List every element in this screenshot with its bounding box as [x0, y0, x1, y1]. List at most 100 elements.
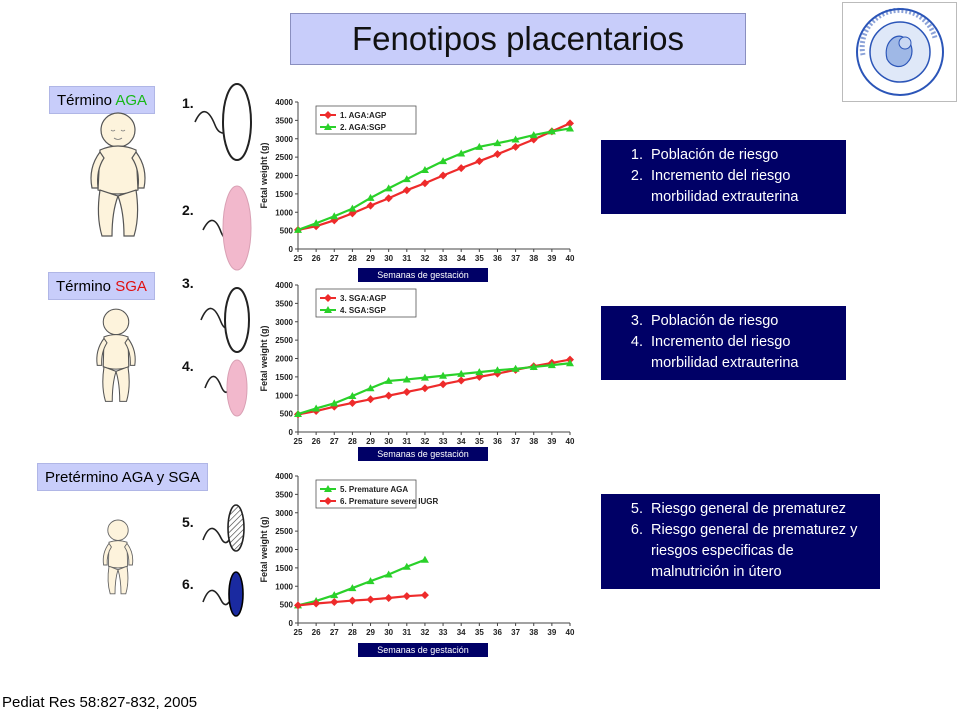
- legend-label: 6. Premature severe IUGR: [340, 497, 438, 506]
- y-tick-label: 2500: [275, 153, 293, 162]
- label-prefix: Término: [57, 92, 116, 109]
- x-tick-label: 33: [439, 628, 448, 637]
- y-tick-label: 4000: [275, 98, 293, 107]
- data-point: [312, 404, 321, 412]
- legend-label: 2. AGA:SGP: [340, 123, 387, 132]
- data-point: [366, 193, 375, 201]
- y-tick-label: 3500: [275, 490, 293, 499]
- y-tick-label: 2000: [275, 546, 293, 555]
- x-axis-label-2: Semanas de gestación: [358, 447, 488, 461]
- data-point: [348, 596, 357, 605]
- data-point: [384, 376, 393, 384]
- y-axis-label: Fetal weight (g): [259, 517, 269, 583]
- data-point: [420, 179, 429, 188]
- y-tick-label: 1500: [275, 190, 293, 199]
- legend-label: 5. Premature AGA: [340, 485, 408, 494]
- x-tick-label: 25: [294, 437, 303, 446]
- seal-icon: [856, 7, 944, 96]
- x-tick-label: 37: [511, 254, 520, 263]
- data-point: [294, 409, 302, 417]
- legend-marker: [324, 485, 332, 492]
- data-point: [384, 570, 393, 578]
- data-point: [348, 584, 357, 592]
- placenta-normal-3: [224, 287, 250, 353]
- data-point: [348, 391, 357, 399]
- y-axis-label: Fetal weight (g): [259, 143, 269, 209]
- y-tick-label: 2000: [275, 172, 293, 181]
- baby-illustration-term-aga: [90, 112, 146, 237]
- series-line-1: [297, 122, 571, 231]
- citation: Pediat Res 58:827-832, 2005: [2, 694, 198, 711]
- data-point: [366, 384, 375, 392]
- x-tick-label: 29: [366, 437, 375, 446]
- baby-illustration-term-sga: [96, 308, 136, 402]
- data-point: [348, 204, 357, 212]
- legend-box: [315, 479, 417, 509]
- legend-marker: [324, 123, 332, 130]
- x-tick-label: 25: [294, 628, 303, 637]
- label-pretermino: Pretérmino AGA y SGA: [37, 463, 209, 491]
- y-tick-label: 500: [280, 410, 294, 419]
- placenta-number-6: 6.: [182, 576, 194, 592]
- placenta-number-4: 4.: [182, 358, 194, 374]
- y-tick-label: 500: [280, 227, 294, 236]
- y-tick-label: 4000: [275, 281, 293, 290]
- x-tick-label: 26: [312, 628, 321, 637]
- data-point: [475, 368, 484, 376]
- data-point: [294, 601, 302, 610]
- y-tick-label: 3500: [275, 299, 293, 308]
- placenta-preterm-6: [228, 571, 244, 617]
- info-box-3: Riesgo general de prematurez Riesgo gene…: [601, 494, 880, 589]
- data-point: [420, 165, 429, 173]
- data-point: [420, 384, 429, 393]
- x-tick-label: 30: [384, 628, 393, 637]
- y-tick-label: 0: [289, 428, 294, 437]
- x-tick-label: 27: [330, 254, 339, 263]
- y-tick-label: 1000: [275, 391, 293, 400]
- label-accent-aga: AGA: [115, 92, 148, 109]
- x-tick-label: 29: [366, 254, 375, 263]
- y-tick-label: 3000: [275, 509, 293, 518]
- y-tick-label: 4000: [275, 472, 293, 481]
- x-tick-label: 39: [547, 254, 556, 263]
- legend-label: 1. AGA:AGP: [340, 111, 387, 120]
- data-point: [402, 592, 411, 601]
- legend-marker: [324, 111, 332, 119]
- data-point: [384, 184, 393, 192]
- data-point: [493, 150, 502, 159]
- placenta-small-2: [222, 185, 252, 271]
- data-point: [312, 599, 321, 608]
- legend-box: [315, 288, 417, 318]
- legend-marker: [324, 497, 332, 505]
- x-tick-label: 39: [547, 437, 556, 446]
- placenta-number-3: 3.: [182, 275, 194, 291]
- data-point: [402, 186, 411, 195]
- data-point: [330, 591, 339, 599]
- chart-term-sga: 0 500 1000 1500 2000 2500 3000 3500 4000 25 26 27 28…: [259, 281, 575, 446]
- x-tick-label: 40: [566, 254, 575, 263]
- x-tick-label: 27: [330, 437, 339, 446]
- legend-marker: [324, 294, 332, 302]
- label-termino-sga: Término SGA: [48, 272, 155, 300]
- placentas-term: 1. 2. 3. 4.: [182, 83, 252, 417]
- y-tick-label: 1000: [275, 208, 293, 217]
- x-tick-label: 30: [384, 437, 393, 446]
- data-point: [457, 376, 466, 385]
- x-axis-label-3: Semanas de gestación: [358, 643, 488, 657]
- data-point: [493, 139, 502, 147]
- y-tick-label: 2000: [275, 355, 293, 364]
- info-item: Población de riesgo: [647, 311, 840, 332]
- x-tick-label: 28: [348, 254, 357, 263]
- info-item: Población de riesgo: [647, 145, 840, 166]
- x-tick-label: 40: [566, 628, 575, 637]
- data-point: [330, 399, 339, 407]
- info-item: Riesgo general de prematurez y riesgos e…: [647, 520, 874, 583]
- data-point: [402, 375, 411, 383]
- data-point: [529, 362, 538, 370]
- x-tick-label: 25: [294, 254, 303, 263]
- placenta-number-2: 2.: [182, 202, 194, 218]
- data-point: [566, 359, 574, 367]
- series-line-2: [297, 362, 571, 416]
- x-tick-label: 26: [312, 437, 321, 446]
- data-point: [511, 142, 520, 151]
